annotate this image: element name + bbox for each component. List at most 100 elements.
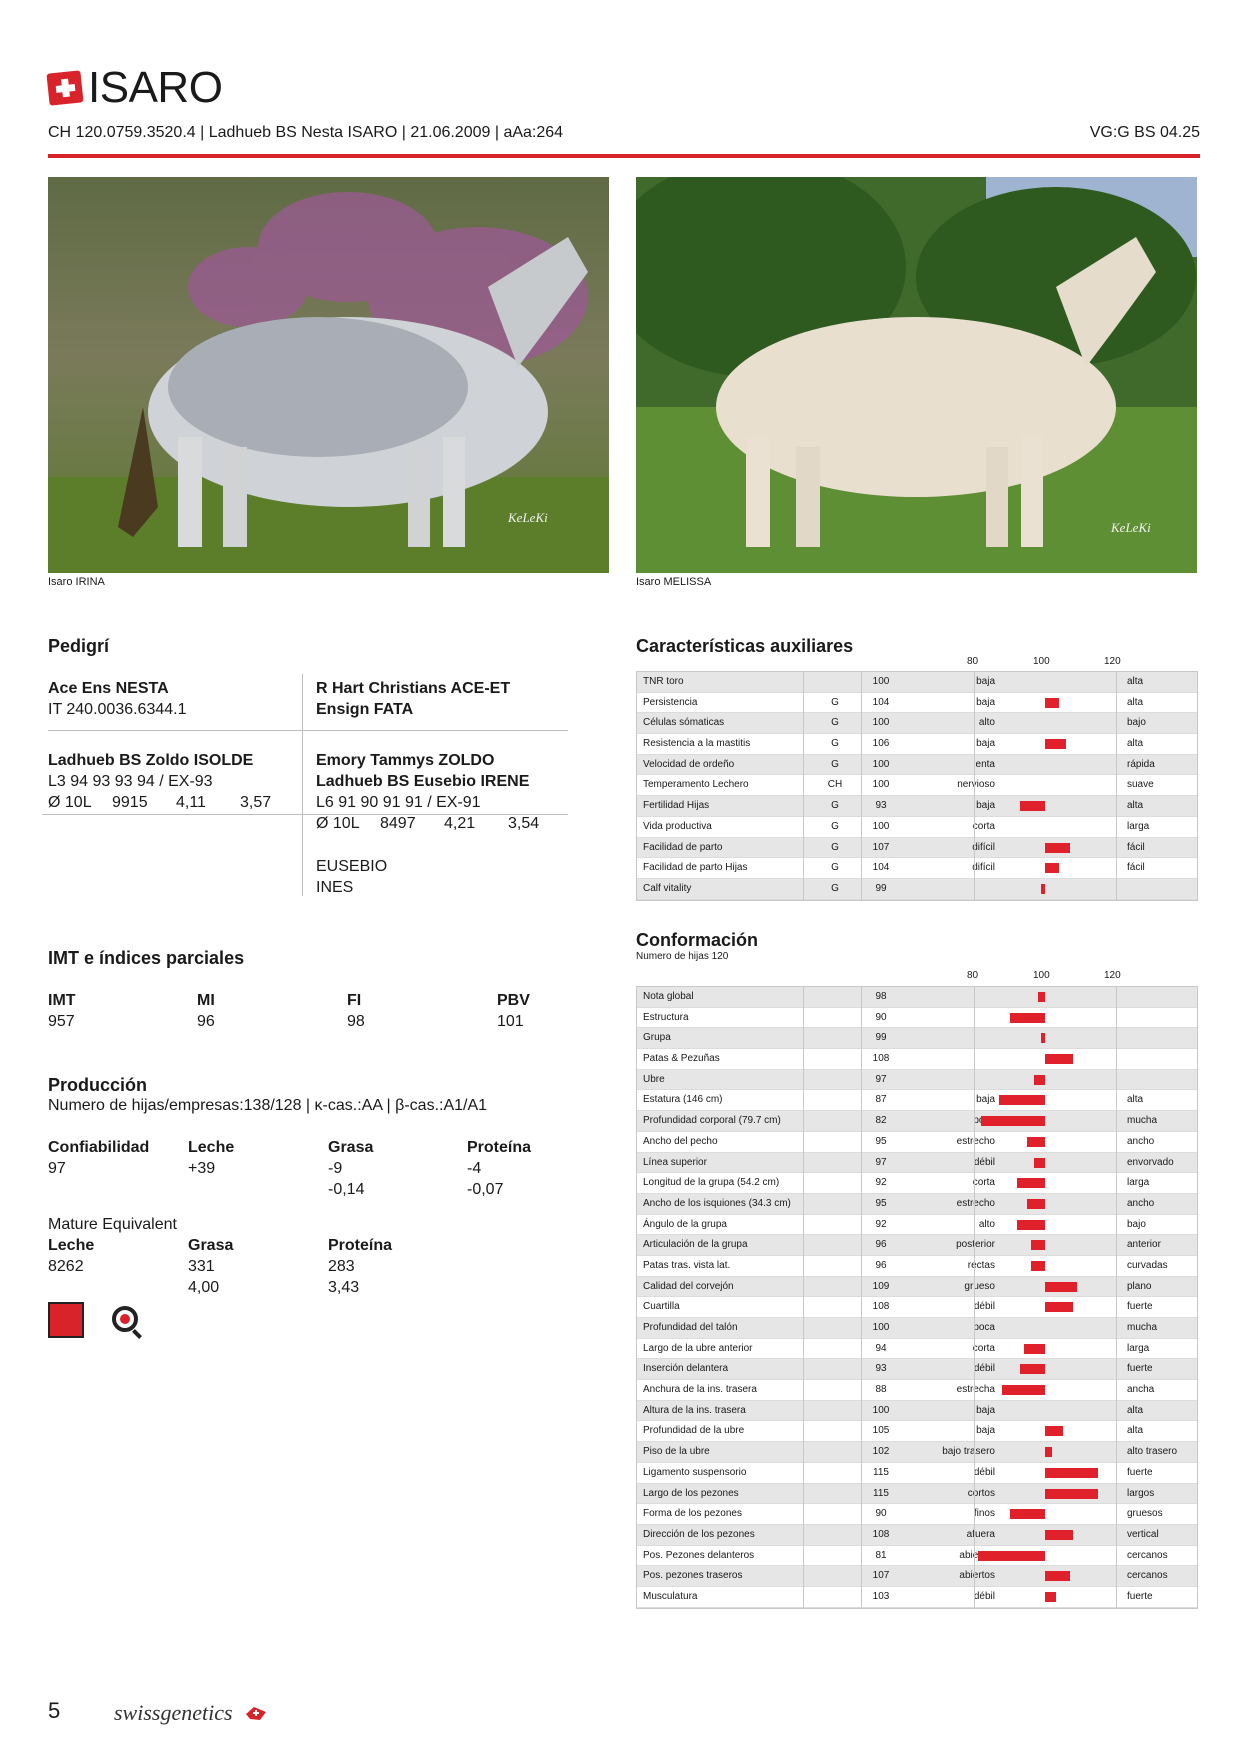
row-high-label: suave bbox=[1127, 779, 1154, 791]
table-row: Fertilidad Hijas G 93 baja alta bbox=[637, 796, 1197, 817]
row-value: 115 bbox=[873, 1487, 889, 1499]
table-row: Estructura 90 bbox=[637, 1008, 1197, 1029]
value-bar bbox=[1020, 1364, 1045, 1375]
table-row: Células sómaticas G 100 alto bajo bbox=[637, 713, 1197, 735]
row-base: G bbox=[831, 696, 839, 708]
conf-title: Conformación bbox=[636, 930, 759, 950]
value-bar bbox=[1030, 1260, 1045, 1271]
row-high-label: rápida bbox=[1127, 758, 1155, 770]
table-row: Velocidad de ordeño G 100 lenta rápida bbox=[637, 754, 1197, 776]
row-label: Inserción delantera bbox=[643, 1363, 729, 1375]
me-value: 8262 bbox=[48, 1258, 84, 1275]
row-value: 108 bbox=[872, 1053, 890, 1065]
value-bar bbox=[1023, 1343, 1045, 1354]
row-base: G bbox=[831, 717, 839, 729]
row-label: Estructura bbox=[643, 1011, 689, 1023]
dam-lactation: Ø 10L bbox=[48, 794, 92, 811]
value-bar bbox=[1045, 697, 1060, 708]
table-row: Inserción delantera 93 débil fuerte bbox=[637, 1359, 1197, 1381]
me-col: Leche 8262 bbox=[48, 1235, 94, 1277]
table-row: Ancho del pecho 95 estrecho ancho bbox=[637, 1132, 1197, 1153]
row-high-label: cercanos bbox=[1127, 1570, 1168, 1582]
dam-class: L3 94 93 93 94 / EX-93 bbox=[48, 773, 213, 790]
row-value: 115 bbox=[873, 1466, 889, 1478]
row-label: Nota global bbox=[643, 991, 694, 1002]
dam-name: Ladhueb BS Zoldo ISOLDE bbox=[48, 752, 254, 769]
row-value: 88 bbox=[875, 1384, 887, 1396]
prod-value: +39 bbox=[188, 1160, 216, 1177]
value-bar bbox=[1045, 1529, 1074, 1540]
column-divider bbox=[1116, 987, 1117, 1608]
table-row: TNR toro 100 baja alta bbox=[637, 672, 1197, 693]
table-row: Articulación de la grupa 96 posterior anter… bbox=[637, 1235, 1197, 1256]
row-low-label: corta bbox=[972, 820, 995, 832]
row-high-label: ancho bbox=[1127, 1197, 1155, 1209]
table-row: Patas & Pezuñas 108 bbox=[637, 1049, 1197, 1070]
row-label: Cuartilla bbox=[643, 1301, 680, 1313]
value-bar bbox=[1045, 1571, 1070, 1582]
table-row: Profundidad corporal (79.7 cm)82pocamuch… bbox=[637, 1111, 1197, 1132]
row-value: 82 bbox=[875, 1115, 887, 1127]
table-row: Longitud de la grupa (54.2 cm) 92 corta lar… bbox=[637, 1173, 1197, 1194]
value-bar bbox=[1045, 1488, 1099, 1499]
herdbook-logo-icon bbox=[48, 1302, 84, 1338]
value-bar bbox=[1027, 1198, 1045, 1209]
me-col: Grasa 331 4,00 bbox=[188, 1235, 233, 1298]
row-label: Largo de la ubre anterior bbox=[643, 1342, 753, 1354]
value-bar bbox=[1037, 992, 1045, 1002]
row-value: 106 bbox=[872, 738, 890, 750]
row-low-label: difícil bbox=[972, 862, 995, 874]
row-label: Ancho del pecho bbox=[643, 1135, 718, 1147]
row-low-label: corta bbox=[972, 1177, 995, 1189]
row-label: Profundidad corporal (79.7 cm) bbox=[643, 1115, 781, 1127]
table-row: Vida productiva G 100 corta larga bbox=[637, 817, 1197, 838]
quality-seal-icon bbox=[112, 1306, 138, 1332]
table-row: Anchura de la ins. trasera 88 estrecha anch… bbox=[637, 1380, 1197, 1401]
me-col: Proteína 283 3,43 bbox=[328, 1235, 392, 1298]
table-row: Pos. Pezones delanteros 81 abiertos cercano… bbox=[637, 1546, 1197, 1567]
pedigree-divider bbox=[48, 730, 568, 731]
pedigree-divider bbox=[42, 814, 568, 815]
column-divider bbox=[1116, 672, 1117, 900]
mi-label: MI bbox=[197, 992, 215, 1009]
table-row: Largo de la ubre anterior 94 corta larga bbox=[637, 1339, 1197, 1360]
row-label: Línea superior bbox=[643, 1156, 707, 1168]
row-low-label: débil bbox=[973, 1301, 995, 1313]
table-row: Persistencia G 104 baja alta bbox=[637, 693, 1197, 714]
row-value: 108 bbox=[872, 1528, 890, 1540]
conf-scale-80: 80 bbox=[967, 970, 979, 981]
aux-title: Características auxiliares bbox=[636, 636, 854, 656]
row-value: 90 bbox=[875, 1011, 887, 1023]
row-label: Profundidad de la ubre bbox=[643, 1425, 745, 1437]
imt-label: IMT bbox=[48, 992, 76, 1009]
prod-value: 97 bbox=[48, 1160, 66, 1177]
row-high-label: ancho bbox=[1127, 1135, 1155, 1147]
row-low-label: bajo trasero bbox=[942, 1446, 995, 1458]
row-value: 100 bbox=[872, 779, 890, 791]
row-high-label: curvadas bbox=[1127, 1259, 1168, 1271]
row-base: G bbox=[831, 758, 839, 770]
me-value: 283 bbox=[328, 1258, 355, 1275]
row-high-label: alta bbox=[1127, 1425, 1144, 1437]
row-low-label: débil bbox=[973, 1590, 995, 1602]
photo-caption-right: Isaro MELISSA bbox=[636, 576, 712, 588]
row-low-label: baja bbox=[976, 1094, 995, 1106]
row-value: 107 bbox=[872, 1570, 890, 1582]
aux-scale-100: 100 bbox=[1033, 656, 1050, 667]
prod-header: Leche bbox=[188, 1139, 235, 1156]
column-divider bbox=[861, 672, 862, 900]
value-bar bbox=[1020, 801, 1045, 812]
row-low-label: alto bbox=[978, 1218, 995, 1230]
table-row: Patas tras. vista lat. 96 rectas curvadas bbox=[637, 1256, 1197, 1277]
row-value: 104 bbox=[872, 862, 890, 874]
prod-col: Leche +39 bbox=[188, 1137, 234, 1179]
row-label: Calf vitality bbox=[643, 882, 692, 894]
header: ISARO bbox=[46, 64, 223, 112]
row-high-label: mucha bbox=[1127, 1322, 1158, 1333]
row-label: Ancho de los isquiones (34.3 cm) bbox=[643, 1197, 791, 1209]
value-bar bbox=[1009, 1012, 1045, 1023]
mi-item: MI 96 bbox=[197, 990, 215, 1032]
table-row: Dirección de los pezones 108 afuera vertica… bbox=[637, 1524, 1197, 1546]
dam-dam-name: Ladhueb BS Eusebio IRENE bbox=[316, 773, 530, 790]
mature-equivalent-title: Mature Equivalent bbox=[48, 1216, 177, 1233]
